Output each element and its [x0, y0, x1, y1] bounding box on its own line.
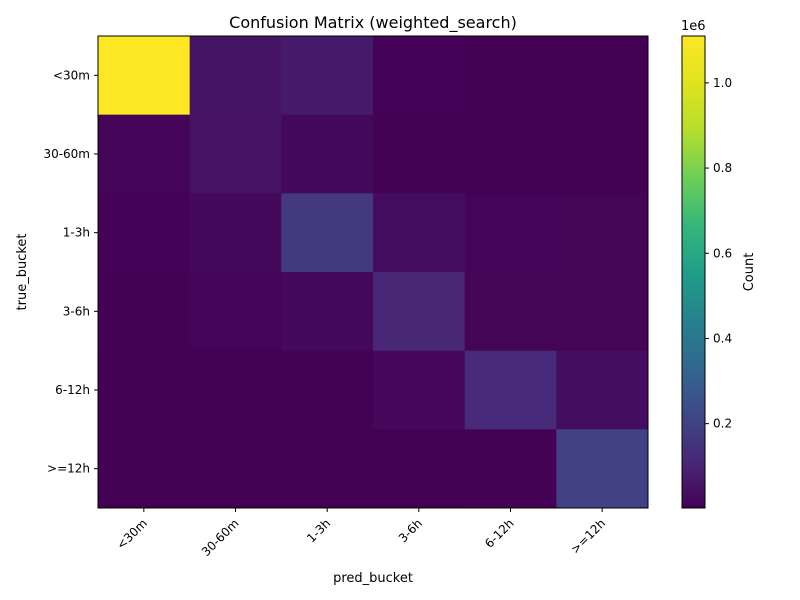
plot-frame — [97, 35, 649, 509]
heatmap-cell — [464, 114, 557, 194]
heatmap-cell — [98, 193, 191, 273]
heatmap-cell — [556, 350, 649, 430]
colorbar-label: Count — [742, 253, 757, 292]
x-axis-label: pred_bucket — [333, 571, 413, 586]
heatmap-cell — [556, 272, 649, 352]
heatmap-cell — [281, 36, 374, 116]
y-tick-label: >=12h — [47, 462, 90, 476]
heatmap-cell — [189, 429, 282, 509]
heatmap-cell — [281, 350, 374, 430]
heatmap-cell — [189, 272, 282, 352]
heatmap-cell — [98, 350, 191, 430]
x-tick-label: 1-3h — [304, 516, 333, 545]
chart-title: Confusion Matrix (weighted_search) — [229, 13, 517, 33]
y-tick-label: 1-3h — [63, 226, 90, 240]
x-axis-ticks: <30m 30-60m 1-3h 3-6h 6-12h >=12h — [114, 508, 608, 559]
heatmap-cell — [281, 114, 374, 194]
heatmap-cell — [556, 193, 649, 273]
x-tick-label: 6-12h — [482, 516, 517, 551]
x-tick-label: 30-60m — [199, 516, 242, 559]
heatmap-cell — [464, 272, 557, 352]
y-tick-label: 30-60m — [43, 147, 90, 161]
heatmap-cell — [281, 272, 374, 352]
heatmap-cell — [464, 193, 557, 273]
heatmap-cell — [373, 193, 466, 273]
heatmap-cell — [189, 350, 282, 430]
heatmap-cell — [189, 114, 282, 194]
colorbar-tick-label: 0.4 — [713, 331, 732, 345]
heatmap-cell — [464, 350, 557, 430]
y-tick-label: 6-12h — [55, 383, 90, 397]
heatmap-cell — [556, 36, 649, 116]
colorbar — [681, 35, 706, 509]
colorbar-ticks: 0.2 0.4 0.6 0.8 1.0 — [705, 76, 732, 431]
heatmap-cell — [373, 429, 466, 509]
heatmap-cell — [98, 272, 191, 352]
heatmap-cell — [281, 193, 374, 273]
y-axis-ticks: <30m 30-60m 1-3h 3-6h 6-12h >=12h — [43, 68, 98, 476]
heatmap-cell — [189, 36, 282, 116]
heatmap-cell — [373, 36, 466, 116]
heatmap-cell — [373, 272, 466, 352]
heatmap-cell — [98, 114, 191, 194]
x-tick-label: <30m — [114, 516, 150, 552]
heatmap-cell — [281, 429, 374, 509]
y-axis-label: true_bucket — [15, 234, 30, 311]
x-tick-label: 3-6h — [396, 516, 425, 545]
heatmap-cell — [98, 36, 191, 116]
heatmap-cell — [189, 193, 282, 273]
heatmap-cell — [464, 429, 557, 509]
heatmap-cells — [98, 36, 649, 509]
colorbar-tick-label: 0.6 — [713, 246, 732, 260]
colorbar-offset-text: 1e6 — [681, 19, 706, 34]
heatmap-cell — [464, 36, 557, 116]
heatmap-cell — [98, 429, 191, 509]
y-tick-label: 3-6h — [63, 304, 90, 318]
colorbar-tick-label: 0.8 — [713, 161, 732, 175]
colorbar-tick-label: 1.0 — [713, 76, 732, 90]
x-tick-label: >=12h — [568, 516, 608, 556]
heatmap-cell — [556, 114, 649, 194]
heatmap-cell — [373, 114, 466, 194]
heatmap-cell — [373, 350, 466, 430]
colorbar-tick-label: 0.2 — [713, 417, 732, 431]
heatmap-cell — [556, 429, 649, 509]
y-tick-label: <30m — [53, 68, 90, 82]
